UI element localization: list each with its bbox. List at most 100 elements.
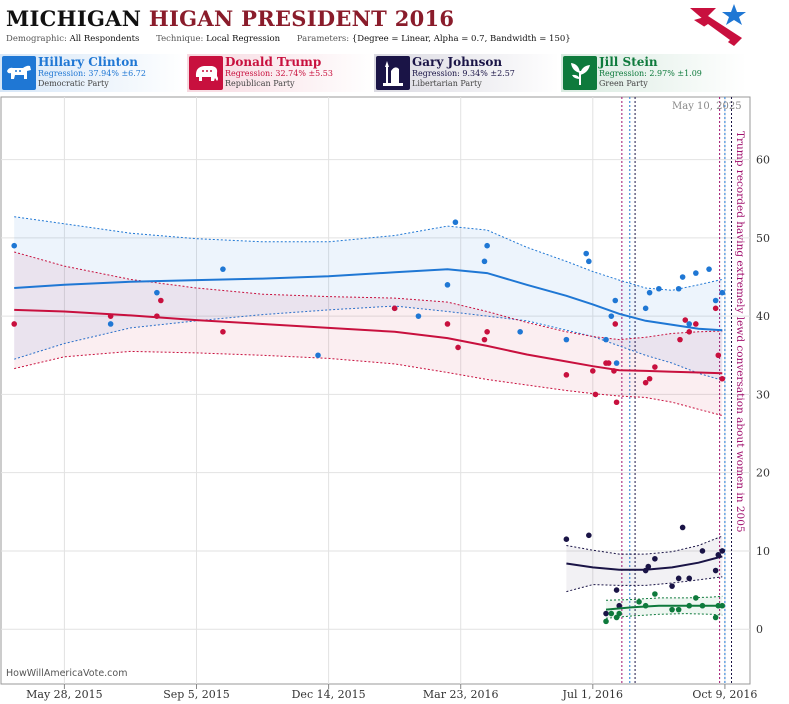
plot-area: [0, 96, 751, 685]
poll-point: [712, 305, 719, 312]
poll-point: [455, 344, 461, 351]
poll-point: [220, 329, 226, 335]
candidate-regression: Regression: 32.74% ±5.53: [225, 69, 333, 78]
event-annotation: Trump recorded having extremely lewd con…: [734, 131, 746, 533]
poll-point: [675, 285, 682, 292]
poll-point: [391, 305, 398, 312]
poll-point: [444, 282, 451, 288]
parameters-value: {Degree = Linear, Alpha = 0.7, Bandwidth…: [351, 34, 571, 44]
poll-point: [517, 329, 523, 335]
poll-point: [686, 321, 693, 327]
poll-point: [679, 524, 686, 531]
y-tick-label: 40: [756, 310, 770, 323]
demographic-value: All Respondents: [69, 34, 140, 44]
candidate-name: Gary Johnson: [412, 55, 503, 69]
poll-point: [642, 602, 649, 609]
poll-point: [613, 399, 620, 406]
poll-point: [603, 336, 609, 343]
poll-point: [220, 266, 226, 272]
poll-point: [699, 548, 706, 554]
poll-point: [608, 610, 615, 617]
poll-point: [484, 242, 490, 249]
poll-point: [693, 595, 699, 601]
candidate-johnson: Gary Johnson Regression: 9.34% ±2.57 Lib…: [374, 54, 560, 92]
demographic-label: Demographic:: [6, 34, 67, 44]
poll-point: [484, 329, 490, 335]
poll-point: [712, 297, 719, 304]
confidence-band: [606, 596, 723, 619]
poll-point: [608, 313, 615, 319]
poll-point: [646, 289, 653, 296]
lower-bound-line: [566, 576, 723, 593]
poll-point: [642, 567, 649, 574]
y-tick-label: 60: [756, 154, 770, 167]
poll-point: [706, 266, 712, 272]
poll-point: [645, 563, 652, 570]
title-race: HIGAN PRESIDENT 2016: [148, 6, 455, 31]
chart-title: MICHIGAN HIGAN PRESIDENT 2016: [6, 6, 454, 31]
poll-point: [415, 313, 422, 319]
x-tick-label: Mar 23, 2016: [423, 688, 499, 701]
poll-point: [583, 250, 589, 257]
poll-point: [444, 321, 451, 327]
poll-point: [719, 602, 726, 609]
candidate-name: Jill Stein: [599, 55, 658, 69]
trend-line: [605, 604, 723, 611]
poll-point: [481, 336, 488, 343]
poll-point: [652, 555, 658, 562]
poll-point: [699, 602, 706, 609]
poll-point: [605, 360, 612, 366]
poll-point: [719, 548, 726, 554]
candidate-legend: Hillary Clinton Regression: 37.94% ±6.72…: [0, 54, 750, 94]
liberty-torch-icon: [376, 56, 410, 90]
upper-bound-line: [14, 251, 723, 341]
poll-point: [693, 321, 699, 327]
poll-point: [11, 321, 18, 327]
poll-point: [715, 352, 722, 359]
site-watermark: HowWillAmericaVote.com: [6, 668, 128, 679]
poll-point: [563, 372, 570, 378]
polling-chart: 0 10 20 30 40 50 60 May 28, 2015 Sep 5, 2015 Dec …: [0, 96, 770, 701]
poll-point: [612, 297, 619, 304]
x-tick-label: May 28, 2015: [26, 688, 103, 701]
poll-point: [563, 536, 570, 543]
poll-point: [652, 364, 658, 370]
poll-point: [603, 618, 609, 625]
poll-point: [652, 591, 658, 597]
poll-point: [686, 329, 693, 335]
candidate-name: Donald Trump: [225, 55, 322, 69]
confidence-band: [14, 252, 723, 416]
poll-point: [675, 606, 682, 613]
candidate-party: Libertarian Party: [412, 79, 482, 88]
lower-bound-line: [14, 350, 723, 416]
poll-point: [154, 313, 160, 319]
y-tick-label: 0: [756, 623, 763, 636]
green-plant-icon: [563, 56, 597, 90]
donkey-icon: [2, 56, 36, 90]
poll-point: [616, 610, 623, 617]
poll-point: [719, 375, 726, 382]
poll-point: [693, 270, 699, 276]
y-tick-label: 20: [756, 467, 770, 480]
x-tick-label: Sep 5, 2015: [163, 688, 230, 701]
poll-point: [715, 552, 722, 558]
poll-point: [677, 336, 683, 343]
candidate-trump: Donald Trump Regression: 32.74% ±5.53 Re…: [187, 54, 373, 92]
poll-point: [669, 606, 675, 613]
x-tick-label: Jul 1, 2016: [562, 688, 624, 701]
candidate-party: Green Party: [599, 79, 648, 88]
poll-point: [563, 336, 570, 343]
poll-point: [611, 368, 617, 374]
poll-point: [603, 610, 609, 617]
poll-point: [646, 375, 653, 382]
candidate-name: Hillary Clinton: [38, 55, 138, 69]
date-stamp: May 10, 2025: [672, 101, 742, 112]
poll-point: [590, 368, 596, 374]
confidence-band: [14, 216, 723, 381]
poll-point: [107, 313, 114, 319]
upper-bound-line: [14, 216, 723, 291]
candidate-stein: Jill Stein Regression: 2.97% ±1.09 Green…: [561, 54, 747, 92]
poll-point: [158, 297, 164, 304]
poll-point: [613, 360, 620, 366]
trend-line: [14, 268, 723, 332]
